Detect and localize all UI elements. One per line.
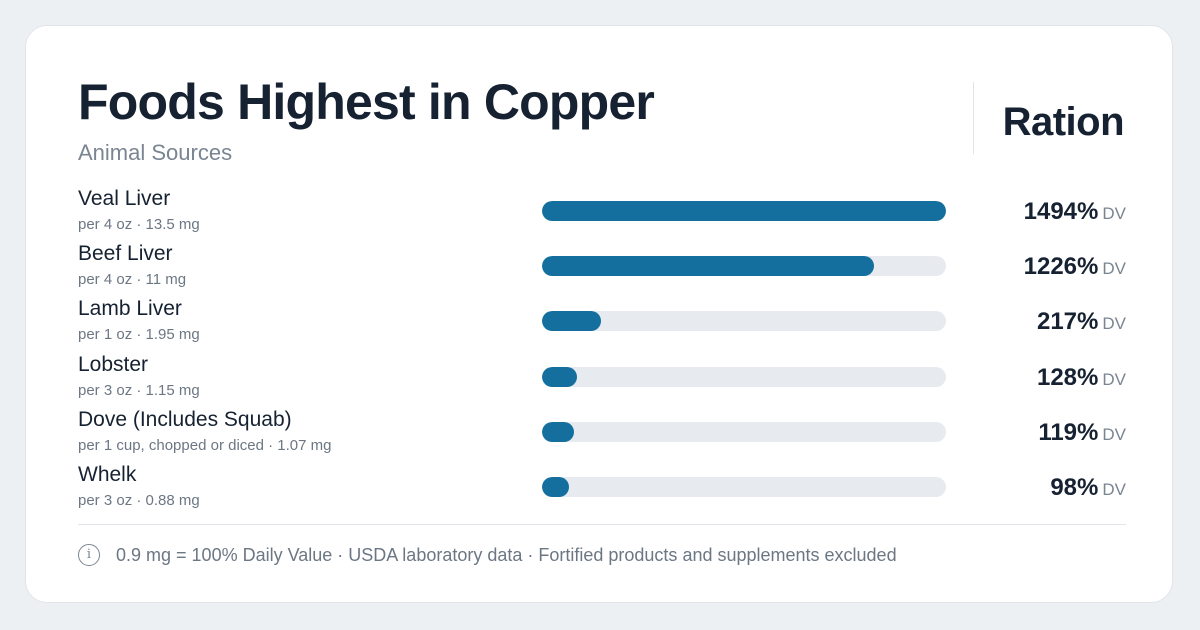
bar-track — [542, 366, 946, 387]
bar-row: Dove (Includes Squab) per 1 cup, chopped … — [78, 405, 1126, 460]
value-unit: DV — [1102, 314, 1126, 334]
serving-detail: per 1 cup, chopped or diced · 1.07 mg — [78, 436, 332, 454]
bar — [542, 476, 569, 497]
value-number: 217% — [1036, 308, 1099, 336]
value-label: 128% DV — [1037, 364, 1126, 395]
bar-list: Veal Liver per 4 oz · 13.5 mg 1494% DV Beef … — [78, 184, 1126, 515]
value-label: 1494% DV — [1024, 198, 1126, 229]
bar-row: Lamb Liver per 1 oz · 1.95 mg 217% DV — [78, 294, 1126, 349]
bar-track — [542, 201, 946, 221]
info-icon: i — [78, 544, 100, 566]
bar-track — [542, 256, 946, 277]
bar-row: Whelk per 3 oz · 0.88 mg 98% DV — [78, 460, 1126, 515]
category-label: Dove (Includes Squab) — [78, 407, 292, 431]
category-label: Whelk — [78, 462, 137, 486]
serving-detail: per 4 oz · 13.5 mg — [78, 216, 200, 233]
value-unit: DV — [1102, 424, 1126, 444]
chart-card: Foods Highest in Copper Animal Sources R… — [25, 25, 1173, 603]
bar-track — [542, 476, 946, 497]
footer-divider — [78, 524, 1126, 525]
chart-subtitle: Animal Sources — [78, 140, 233, 165]
bar-track — [542, 311, 946, 332]
category-label: Beef Liver — [78, 242, 173, 266]
value-label: 217% DV — [1037, 308, 1126, 339]
brand-logo: Ration — [1002, 100, 1125, 144]
value-unit: DV — [1102, 479, 1126, 499]
serving-detail: per 1 oz · 1.95 mg — [78, 326, 200, 344]
value-number: 119% — [1038, 418, 1099, 446]
bar-row: Veal Liver per 4 oz · 13.5 mg 1494% DV — [78, 184, 1126, 239]
value-unit: DV — [1102, 369, 1126, 389]
bar — [542, 421, 575, 442]
bar — [542, 256, 874, 277]
value-unit: DV — [1102, 204, 1126, 223]
value-number: 1226% — [1023, 253, 1099, 281]
bar — [542, 311, 601, 332]
bar-row: Lobster per 3 oz · 1.15 mg 128% DV — [78, 350, 1126, 405]
bar-row: Beef Liver per 4 oz · 11 mg 1226% DV — [78, 239, 1126, 294]
value-unit: DV — [1102, 259, 1126, 279]
value-label: 119% DV — [1038, 419, 1126, 450]
bar — [542, 366, 577, 387]
value-number: 1494% — [1023, 198, 1099, 225]
bar-track — [542, 421, 946, 442]
value-number: 128% — [1036, 363, 1099, 391]
category-label: Veal Liver — [78, 187, 171, 210]
serving-detail: per 3 oz · 0.88 mg — [78, 491, 200, 509]
bar — [542, 201, 946, 221]
chart-title: Foods Highest in Copper — [78, 74, 655, 130]
value-label: 98% DV — [1050, 474, 1126, 505]
footnote: 0.9 mg = 100% Daily Value · USDA laborat… — [116, 545, 897, 565]
serving-detail: per 4 oz · 11 mg — [78, 271, 187, 289]
category-label: Lobster — [78, 352, 149, 376]
category-label: Lamb Liver — [78, 297, 182, 321]
value-number: 98% — [1050, 473, 1099, 501]
value-label: 1226% DV — [1024, 253, 1126, 284]
serving-detail: per 3 oz · 1.15 mg — [78, 381, 200, 399]
brand-divider — [973, 82, 974, 154]
